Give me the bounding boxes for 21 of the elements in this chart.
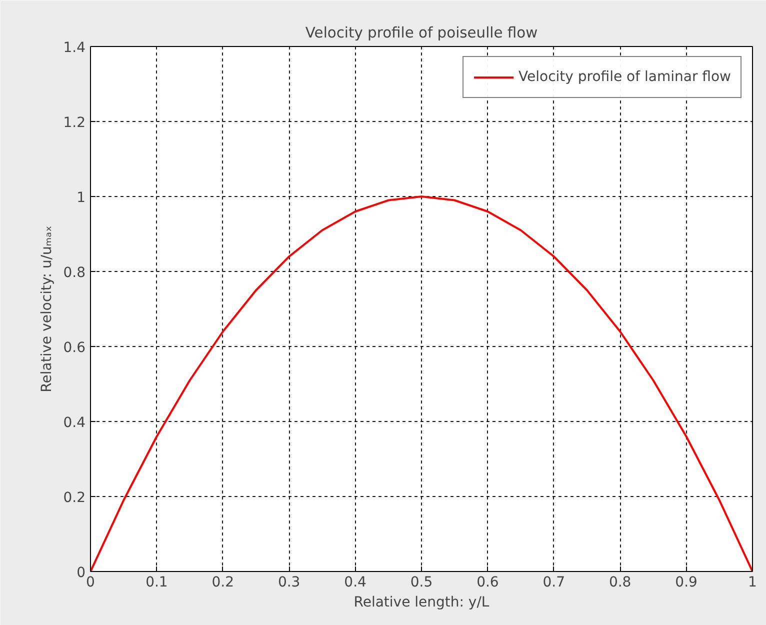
x-tick-label: 0.3 [278,574,300,590]
chart-title: Velocity profile of poiseulle flow [305,24,538,42]
x-tick-label: 0.7 [542,574,566,590]
x-tick-label: 0.4 [344,574,367,590]
x-tick-label: 0.5 [410,574,433,590]
y-tick-label: 0.8 [63,265,86,281]
x-axis-title: Relative length: y/L [354,594,490,610]
x-tick-label: 0.2 [212,574,234,590]
legend-label: Velocity profile of laminar flow [518,69,731,85]
y-tick-label: 1.2 [63,115,86,131]
y-tick-label: 1 [76,190,86,206]
x-tick-label: 0.6 [476,574,499,590]
y-tick-label: 0.6 [63,340,86,356]
y-axis-title: Relative velocity: u/uₘₐₓ [39,226,56,392]
y-tick-label: 0.2 [63,490,86,506]
x-tick-label: 0.1 [146,574,168,590]
x-tick-label: 0.8 [608,574,632,590]
y-tick-label: 1.4 [63,40,86,56]
x-tick-label: 0.9 [675,574,698,590]
x-tick-label: 1 [748,574,757,590]
y-tick-label: 0.4 [63,415,86,431]
